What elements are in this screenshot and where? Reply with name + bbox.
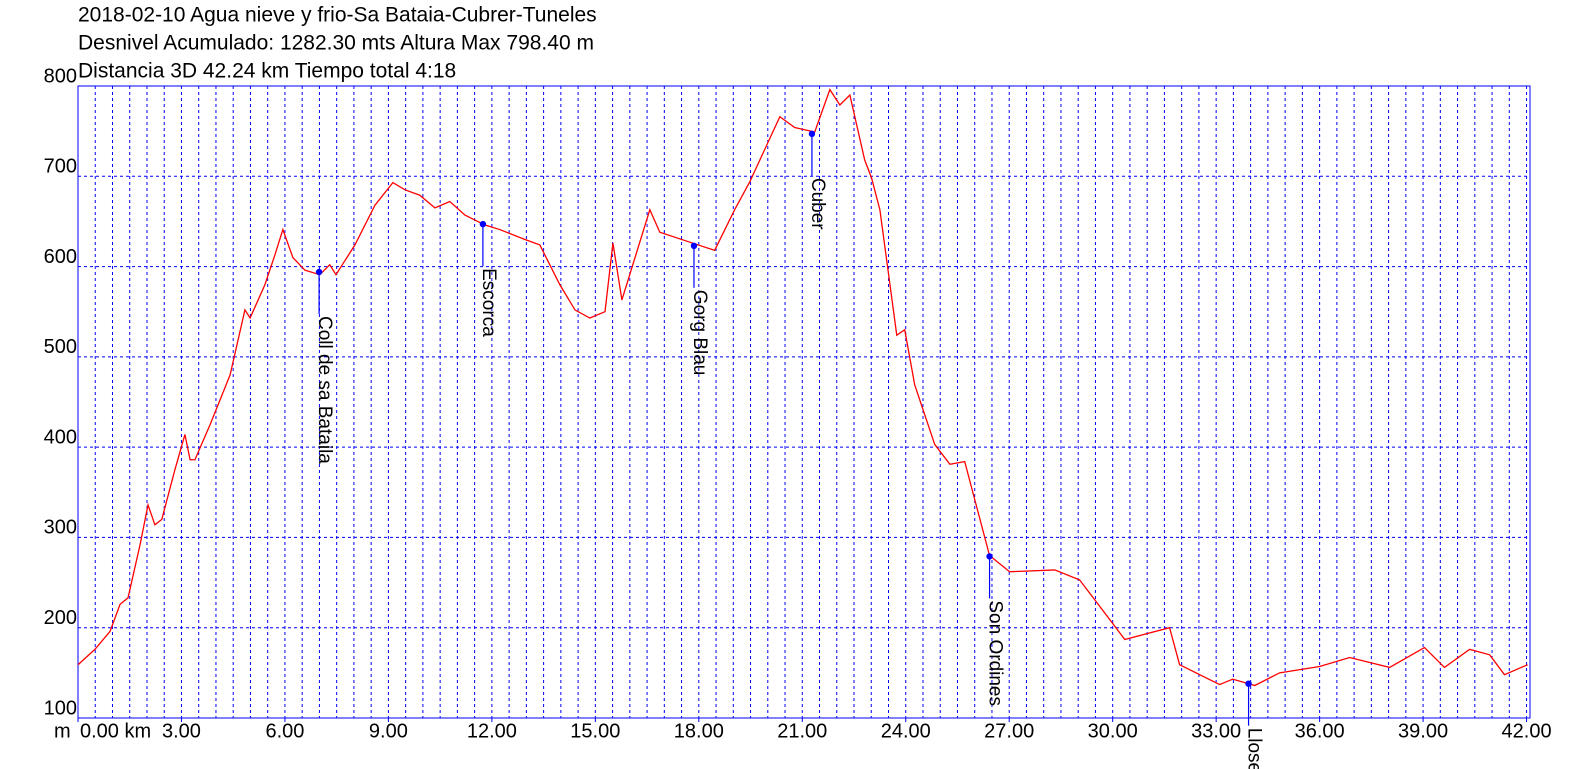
x-tick-label: 21.00 (777, 720, 827, 742)
x-tick-label: 30.00 (1088, 720, 1138, 742)
y-unit: m (54, 720, 71, 742)
waypoint-marker (315, 268, 323, 276)
x-tick-label: 27.00 (984, 720, 1034, 742)
chart-title: 2018-02-10 Agua nieve y frio-Sa Bataia-C… (78, 4, 597, 27)
y-tick-label: 100 (44, 697, 77, 719)
waypoint-marker (690, 242, 698, 250)
elevation-line (77, 88, 1528, 687)
chart-subtitle: Distancia 3D 42.24 km Tiempo total 4:18 (78, 60, 456, 83)
x-tick-label: 12.00 (467, 720, 517, 742)
y-tick-label: 800 (44, 65, 77, 87)
waypoint-label: Son Ordines (985, 600, 1006, 706)
x-tick-label: 33.00 (1191, 720, 1241, 742)
plot-frame (77, 85, 1531, 719)
x-tick-label: 42.00 (1502, 720, 1552, 742)
waypoint-marker (808, 130, 816, 138)
x-tick-label: 39.00 (1398, 720, 1448, 742)
y-tick-label: 600 (44, 246, 77, 268)
waypoint-marker (1245, 680, 1252, 687)
x-tick-label: 36.00 (1295, 720, 1345, 742)
waypoint-label: Escorca (478, 268, 499, 337)
x-tick-label: 18.00 (674, 720, 724, 742)
y-tick-label: 300 (44, 517, 77, 539)
waypoint-label: Lloseta (1244, 728, 1265, 769)
y-tick-label: 200 (44, 607, 77, 629)
x-tick-label: 9.00 (369, 720, 408, 742)
waypoint-marker (986, 553, 993, 560)
x-tick-label: 0.00 km (80, 720, 151, 742)
x-tick-label: 6.00 (265, 720, 304, 742)
y-tick-label: 400 (44, 426, 77, 448)
x-tick-label: 3.00 (162, 720, 201, 742)
y-tick-label: 700 (44, 156, 77, 178)
x-tick-label: 15.00 (570, 720, 620, 742)
waypoint-label: Cuber (807, 178, 828, 230)
x-tick-label: 24.00 (881, 720, 931, 742)
waypoint-marker (479, 220, 487, 228)
waypoint-label: Gorg Blau (689, 290, 710, 376)
waypoint-label: Coll de sa Bataila (314, 316, 335, 464)
y-tick-label: 500 (44, 336, 77, 358)
chart-subtitle: Desnivel Acumulado: 1282.30 mts Altura M… (78, 32, 594, 55)
